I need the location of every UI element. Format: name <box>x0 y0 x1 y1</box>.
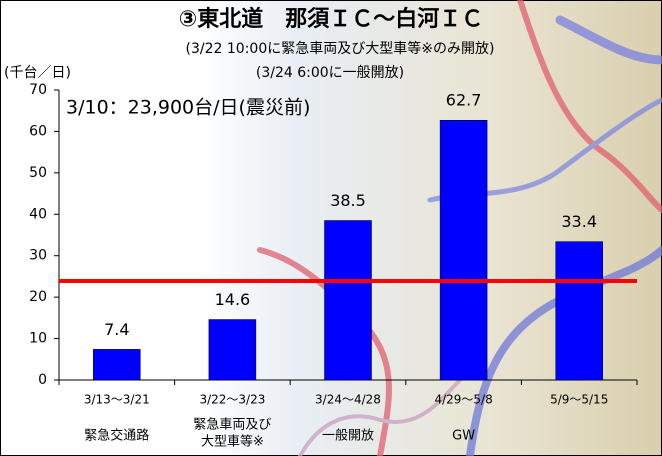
data-label: 7.4 <box>104 320 129 339</box>
bar <box>556 242 603 380</box>
y-tick-label: 30 <box>29 248 47 264</box>
data-label: 62.7 <box>446 91 482 110</box>
y-tick-label: 60 <box>29 123 47 139</box>
category-note: 一般開放 <box>322 428 374 444</box>
x-tick-label: 3/24～4/28 <box>315 393 381 407</box>
x-tick-label: 5/9～5/15 <box>550 393 608 407</box>
category-note: GW <box>452 429 475 444</box>
category-note: 緊急交通路 <box>84 428 149 444</box>
subtitle: (3/24 6:00に一般開放) <box>256 65 404 81</box>
y-tick-label: 10 <box>29 331 47 347</box>
bar <box>440 120 487 380</box>
bar <box>325 221 372 381</box>
chart-title: ③東北道 那須ＩＣ～白河ＩＣ <box>179 6 484 32</box>
data-label: 38.5 <box>330 191 366 210</box>
bar <box>209 320 256 380</box>
reference-label: 3/10：23,900台/日(震災前) <box>66 97 310 119</box>
y-tick-label: 0 <box>38 372 47 388</box>
y-tick-label: 50 <box>29 165 47 181</box>
category-note: 大型車等※ <box>201 434 264 450</box>
y-axis-label: (千台／日) <box>4 65 71 81</box>
x-tick-label: 3/13～3/21 <box>84 393 150 407</box>
y-tick-label: 20 <box>29 289 47 305</box>
category-note: 緊急車両及び <box>193 418 271 433</box>
y-tick-label: 70 <box>29 82 47 98</box>
x-tick-label: 3/22～3/23 <box>199 393 265 407</box>
data-label: 14.6 <box>215 290 251 309</box>
y-tick-label: 40 <box>29 206 47 222</box>
x-tick-label: 4/29～5/8 <box>434 393 492 407</box>
chart: ③東北道 那須ＩＣ～白河ＩＣ (3/22 10:00に緊急車両及び大型車等※のみ… <box>0 0 662 456</box>
bar <box>93 349 140 380</box>
data-label: 33.4 <box>561 212 597 231</box>
subtitle: (3/22 10:00に緊急車両及び大型車等※のみ開放) <box>186 40 495 57</box>
